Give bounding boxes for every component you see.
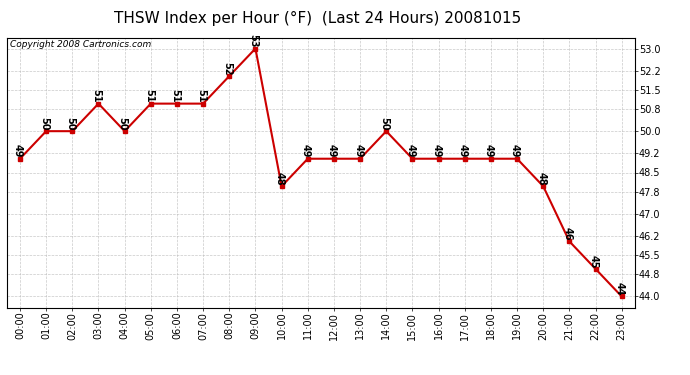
Text: THSW Index per Hour (°F)  (Last 24 Hours) 20081015: THSW Index per Hour (°F) (Last 24 Hours)… (114, 11, 521, 26)
Text: 49: 49 (510, 144, 520, 158)
Text: 49: 49 (484, 144, 494, 158)
Text: 48: 48 (275, 172, 285, 186)
Text: 50: 50 (66, 117, 75, 130)
Text: 51: 51 (170, 89, 180, 103)
Text: 52: 52 (222, 62, 233, 75)
Text: 51: 51 (92, 89, 101, 103)
Text: 49: 49 (457, 144, 468, 158)
Text: 51: 51 (144, 89, 154, 103)
Text: 49: 49 (406, 144, 415, 158)
Text: 49: 49 (432, 144, 442, 158)
Text: 53: 53 (248, 34, 259, 48)
Text: 44: 44 (615, 282, 624, 296)
Text: 49: 49 (301, 144, 310, 158)
Text: 46: 46 (562, 227, 573, 241)
Text: Copyright 2008 Cartronics.com: Copyright 2008 Cartronics.com (10, 40, 151, 49)
Text: 49: 49 (13, 144, 23, 158)
Text: 45: 45 (589, 255, 599, 268)
Text: 50: 50 (39, 117, 49, 130)
Text: 50: 50 (118, 117, 128, 130)
Text: 50: 50 (380, 117, 389, 130)
Text: 49: 49 (353, 144, 363, 158)
Text: 48: 48 (536, 172, 546, 186)
Text: 49: 49 (327, 144, 337, 158)
Text: 51: 51 (196, 89, 206, 103)
